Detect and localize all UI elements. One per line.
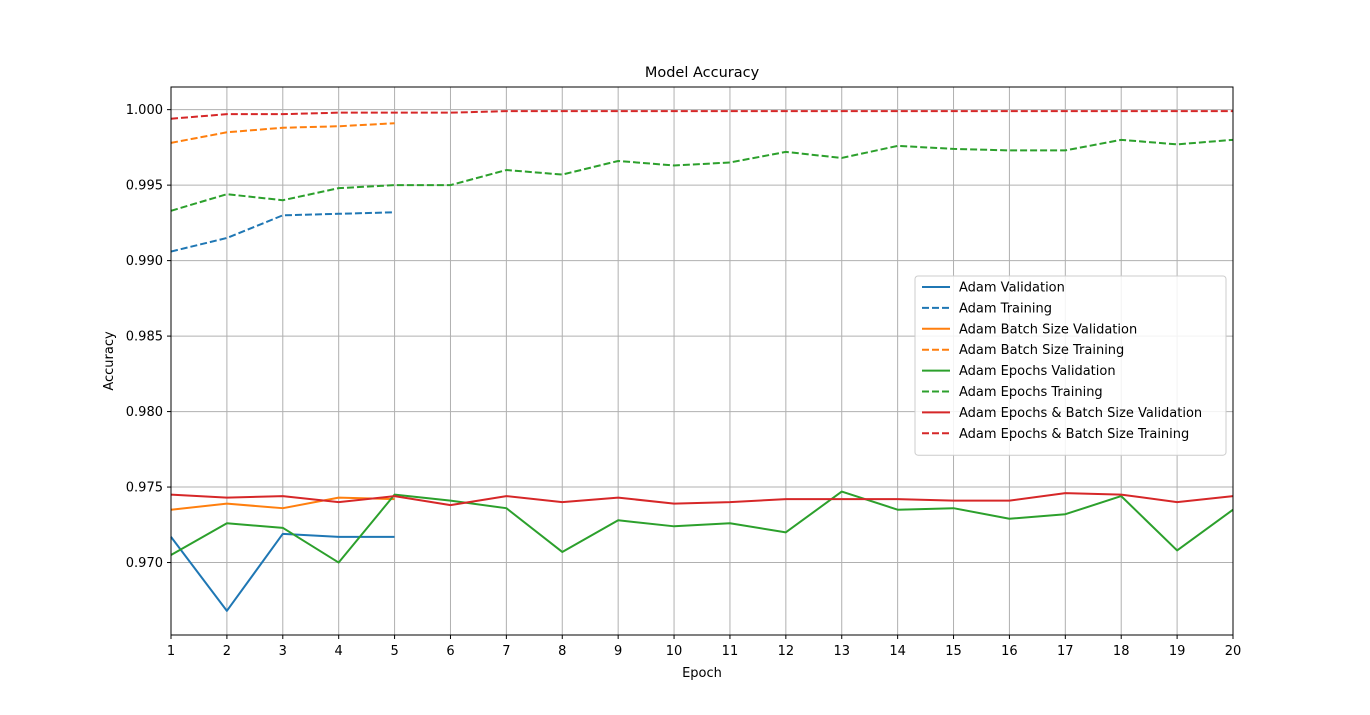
legend-label: Adam Epochs & Batch Size Training — [959, 427, 1189, 442]
x-tick-label: 7 — [502, 644, 510, 659]
x-tick-label: 5 — [390, 644, 398, 659]
y-tick-label: 0.975 — [126, 481, 163, 496]
x-tick-label: 11 — [722, 644, 739, 659]
series-line-adam-epochs-training — [170, 138, 1234, 212]
x-tick-label: 17 — [1057, 644, 1074, 659]
x-tick-label: 4 — [335, 644, 343, 659]
legend-box — [914, 275, 1227, 456]
chart-title: Model Accuracy — [645, 65, 760, 81]
y-tick-label: 0.985 — [126, 330, 163, 345]
x-tick-label: 15 — [945, 644, 962, 659]
x-tick-label: 1 — [167, 644, 175, 659]
y-tick-label: 0.980 — [126, 405, 163, 420]
series-line-adam-validation — [170, 532, 395, 612]
x-tick-label: 16 — [1001, 644, 1018, 659]
legend-label: Adam Batch Size Training — [959, 343, 1124, 358]
x-tick-label: 10 — [666, 644, 683, 659]
x-tick-label: 20 — [1225, 644, 1242, 659]
legend: Adam Validation Adam Training Adam Batch S… — [914, 275, 1227, 456]
series-line-adam-batch-size-training — [170, 122, 395, 144]
x-tick-label: 19 — [1169, 644, 1186, 659]
y-tick-label: 0.990 — [126, 254, 163, 269]
legend-label: Adam Epochs & Batch Size Validation — [959, 406, 1202, 421]
legend-label: Adam Validation — [959, 281, 1065, 296]
legend-label: Adam Epochs Training — [959, 385, 1103, 400]
series-line-adam-training — [170, 211, 395, 253]
x-axis: 1 2 3 4 5 6 7 8 9 10 11 12 13 14 15 16 17 18 19 20 — [167, 635, 1241, 659]
series-line-adam-epochs-and-batch-size-training — [170, 110, 1233, 120]
y-axis: 0.970 0.975 0.980 0.985 0.990 0.995 1.000 — [126, 103, 171, 571]
legend-label: Adam Training — [959, 301, 1052, 316]
y-tick-label: 0.970 — [126, 556, 163, 571]
x-tick-label: 18 — [1113, 644, 1130, 659]
x-tick-label: 12 — [778, 644, 795, 659]
x-tick-label: 9 — [614, 644, 622, 659]
legend-label: Adam Batch Size Validation — [959, 322, 1137, 337]
x-tick-label: 14 — [889, 644, 906, 659]
x-axis-label: Epoch — [682, 666, 722, 681]
x-tick-label: 3 — [279, 644, 287, 659]
series-line-adam-epochs-and-batch-size-validation — [170, 492, 1234, 507]
y-tick-label: 1.000 — [126, 103, 163, 118]
legend-label: Adam Epochs Validation — [959, 364, 1116, 379]
x-tick-label: 2 — [223, 644, 231, 659]
x-tick-label: 13 — [833, 644, 850, 659]
series-line-adam-batch-size-validation — [170, 496, 395, 511]
y-tick-label: 0.995 — [126, 179, 163, 194]
plot-frame — [170, 86, 1234, 636]
x-tick-label: 8 — [558, 644, 566, 659]
series-lines — [170, 110, 1234, 612]
y-axis-label: Accuracy — [102, 331, 117, 391]
series-line-adam-epochs-validation — [170, 490, 1234, 564]
x-tick-label: 6 — [446, 644, 454, 659]
